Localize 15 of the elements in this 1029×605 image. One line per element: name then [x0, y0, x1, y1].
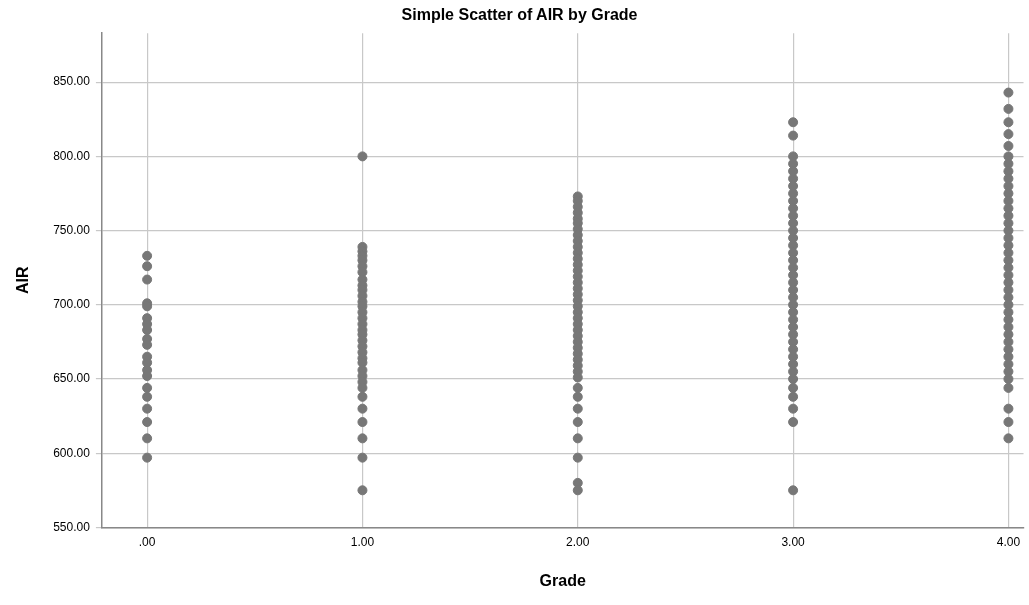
x-axis-title: Grade: [539, 571, 586, 589]
chart-title: Simple Scatter of AIR by Grade: [401, 6, 638, 24]
y-tick-label: 700.00: [53, 297, 91, 312]
y-tick-label: 650.00: [53, 371, 91, 386]
x-tick-label: 1.00: [350, 534, 375, 549]
x-tick-label: 3.00: [781, 534, 806, 549]
y-tick-label: 850.00: [53, 74, 91, 89]
x-tick-label: 4.00: [996, 534, 1021, 549]
y-axis-title: AIR: [14, 266, 32, 295]
y-tick-label: 750.00: [53, 222, 91, 237]
y-tick-label: 600.00: [53, 445, 91, 460]
x-tick-label: 2.00: [566, 534, 590, 549]
x-tick-label: .00: [138, 534, 156, 549]
y-tick-label: 550.00: [53, 519, 91, 534]
y-tick-label: 800.00: [53, 148, 91, 163]
